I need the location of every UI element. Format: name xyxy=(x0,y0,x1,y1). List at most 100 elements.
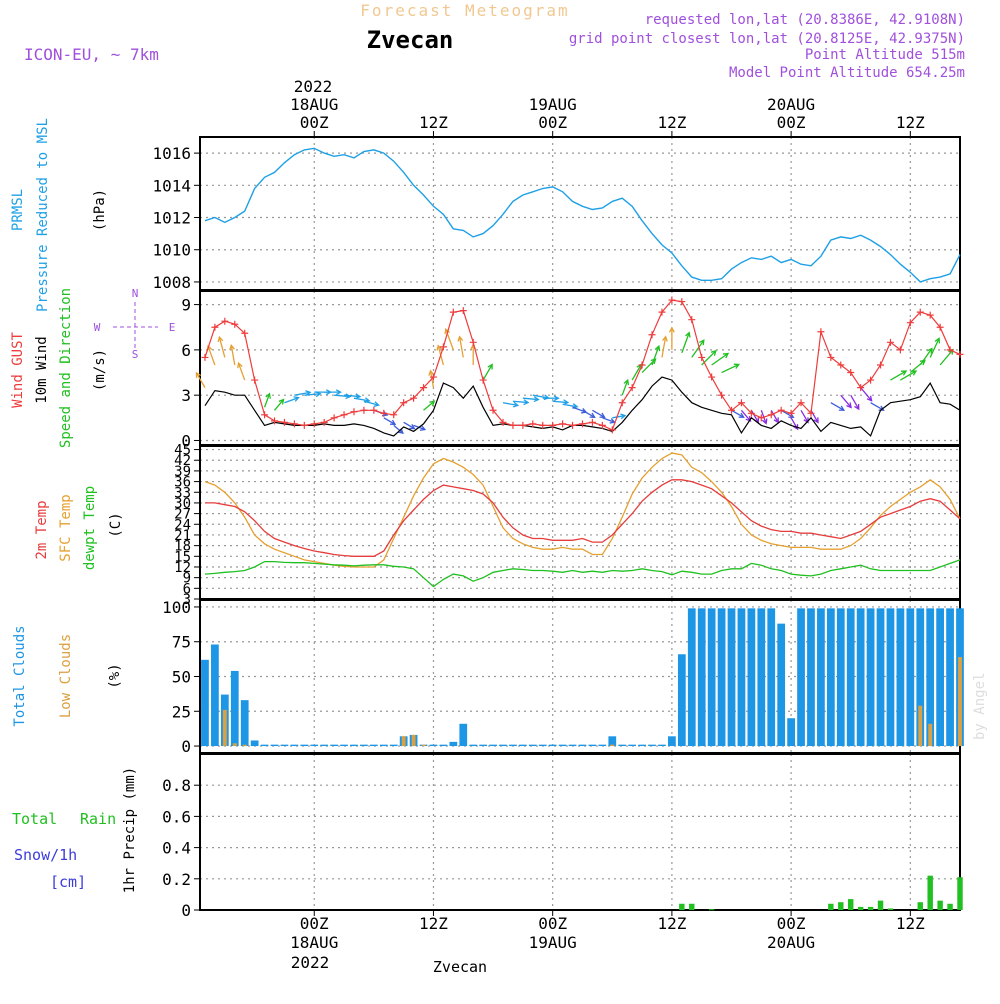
wind-arrowhead-45 xyxy=(668,326,675,333)
ytick-label-clouds-1: 25 xyxy=(172,702,191,721)
bottom-time-label-0: 00Z xyxy=(300,914,329,933)
wind-arrow-63 xyxy=(860,387,873,402)
wind-arrow-58 xyxy=(800,409,809,423)
gust-point-51 xyxy=(708,373,716,381)
top-time-label-3: 12Z xyxy=(657,113,686,132)
top-date-label-2: 19AUG xyxy=(529,95,577,114)
gust-point-43 xyxy=(628,384,636,392)
sfc-temp-line xyxy=(204,452,961,568)
total-cloud-bar-41 xyxy=(608,736,617,747)
point-altitude: Point Altitude 515m xyxy=(805,47,965,63)
total-cloud-bar-25 xyxy=(449,741,458,747)
gust-point-30 xyxy=(499,418,507,426)
wind-arrowhead-60 xyxy=(838,405,846,411)
ytick-label-clouds-3: 75 xyxy=(172,633,191,652)
rain-bar-2 xyxy=(708,909,715,911)
gust-point-28 xyxy=(479,376,487,384)
ytick-label-wind-0: 0 xyxy=(181,431,191,450)
low-cloud-bar-0 xyxy=(222,709,227,747)
gust-point-68 xyxy=(877,361,885,369)
wind-arrowhead-28 xyxy=(512,401,520,408)
ytick-label-temperature-0: 3 xyxy=(183,592,191,608)
ytick-label-wind-3: 9 xyxy=(181,296,191,315)
ytick-label-precip-1: 0.2 xyxy=(162,870,191,889)
top-time-label-5: 12Z xyxy=(896,113,925,132)
bottom-year: 2022 xyxy=(291,953,330,972)
ytick-label-precip-3: 0.6 xyxy=(162,807,191,826)
rain-bar-0 xyxy=(679,903,685,910)
total-cloud-bar-46 xyxy=(658,744,666,747)
wind-arrow-28 xyxy=(502,402,518,406)
wind-arrowhead-54 xyxy=(761,418,768,425)
model-point-altitude: Model Point Altitude 654.25m xyxy=(729,65,965,81)
total-cloud-bar-53 xyxy=(727,608,736,747)
gust-point-8 xyxy=(280,418,288,426)
gust-point-36 xyxy=(559,420,567,428)
total-cloud-bar-24 xyxy=(439,744,448,747)
snow-legend: Snow/1h xyxy=(14,846,77,864)
total-cloud-bar-43 xyxy=(628,744,637,747)
total-cloud-bar-15 xyxy=(350,744,358,747)
top-time-label-2: 00Z xyxy=(538,113,567,132)
wind-arrow-5 xyxy=(263,393,271,408)
top-year: 2022 xyxy=(294,77,333,96)
chart-marks: 1008101010121014101603693691215182124273… xyxy=(152,95,964,952)
wind-arrow-18 xyxy=(393,424,404,434)
footer-location: Zvecan xyxy=(433,958,487,976)
total-cloud-bar-40 xyxy=(598,744,607,747)
gust-point-9 xyxy=(290,420,298,428)
cloud-labels: Total Clouds Low Clouds (%) xyxy=(12,625,123,726)
total-cloud-bar-4 xyxy=(240,700,249,747)
wind-arrowhead-49 xyxy=(722,352,730,359)
gust-point-59 xyxy=(787,409,795,417)
gust-point-2 xyxy=(221,317,229,325)
wind-arrowhead-39 xyxy=(620,413,627,420)
wind-arrow-53 xyxy=(750,409,759,423)
low-cloud-bar-9 xyxy=(958,657,962,747)
wind-arrow-6 xyxy=(274,399,285,411)
ytick-label-temperature-1: 6 xyxy=(183,581,191,597)
wind-arrowhead-61 xyxy=(846,402,852,409)
gust-point-58 xyxy=(777,406,785,414)
total-cloud-bar-38 xyxy=(578,744,587,747)
low-cloud-bar-4 xyxy=(411,734,416,747)
temp-sfc-label: SFC Temp xyxy=(58,494,74,561)
total-cloud-bar-62 xyxy=(817,608,825,747)
total-cloud-bar-12 xyxy=(320,744,329,747)
gust-point-65 xyxy=(847,369,855,377)
temp-2m-label: 2m Temp xyxy=(34,500,50,559)
rain-bar-3 xyxy=(828,903,834,910)
ytick-label-pressure-1: 1010 xyxy=(152,241,191,260)
wind-arrowhead-18 xyxy=(397,428,404,434)
total-cloud-bar-66 xyxy=(856,608,865,747)
bottom-time-label-3: 12Z xyxy=(657,914,686,933)
rain-bar-14 xyxy=(957,877,963,910)
wind-arrow-25 xyxy=(458,336,464,358)
wind-arrowhead-3 xyxy=(229,343,235,351)
pressure-unit: (hPa) xyxy=(92,189,108,231)
gust-point-34 xyxy=(539,421,547,429)
rain-bar-1 xyxy=(689,903,695,910)
wind-arrow-61 xyxy=(840,394,852,408)
total-cloud-bar-34 xyxy=(538,744,547,747)
total-cloud-bar-31 xyxy=(509,744,517,747)
total-cloud-bar-63 xyxy=(826,608,835,747)
wind-arrow-12 xyxy=(334,394,351,398)
bottom-date-label-4: 20AUG xyxy=(767,933,815,952)
ytick-label-pressure-0: 1008 xyxy=(152,273,191,292)
ytick-label-precip-0: 0 xyxy=(181,901,191,920)
wind-arrow-0 xyxy=(195,372,206,388)
temp-dew-label: dewpt Temp xyxy=(82,486,98,570)
wind-arrowhead-65 xyxy=(901,370,908,376)
ytick-label-temperature-6: 21 xyxy=(174,528,191,544)
wind-arrow-8 xyxy=(294,391,311,396)
total-cloud-bar-51 xyxy=(707,608,716,747)
total-cloud-bar-23 xyxy=(429,744,438,747)
wind-arrowhead-47 xyxy=(699,339,705,346)
gust-point-37 xyxy=(569,421,577,429)
ytick-label-temperature-8: 27 xyxy=(174,507,191,523)
wind-compass: W E N S xyxy=(94,287,176,361)
wind-arrow-65 xyxy=(890,370,907,381)
total-cloud-bar-55 xyxy=(747,608,756,747)
wind-arrowhead-32 xyxy=(553,395,560,402)
